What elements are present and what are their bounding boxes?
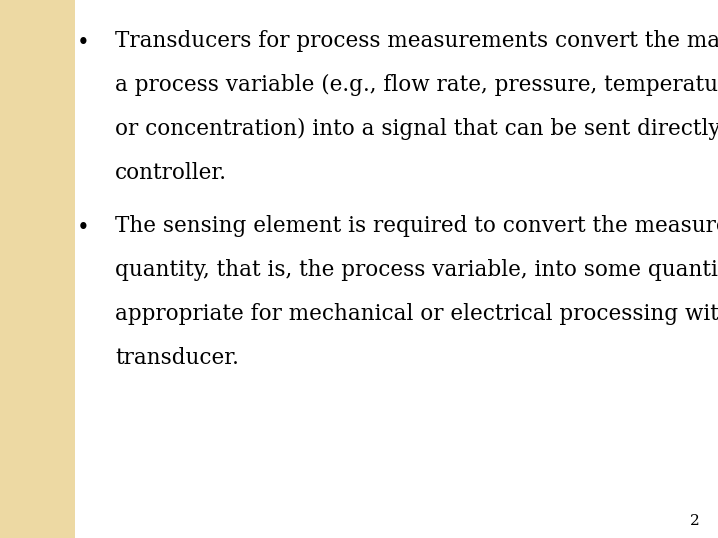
Text: •: •	[77, 32, 89, 54]
Text: quantity, that is, the process variable, into some quantity more: quantity, that is, the process variable,…	[115, 259, 718, 281]
Text: Transducers for process measurements convert the magnitude of: Transducers for process measurements con…	[115, 30, 718, 52]
Text: 2: 2	[690, 514, 700, 528]
Text: a process variable (e.g., flow rate, pressure, temperature, level,: a process variable (e.g., flow rate, pre…	[115, 74, 718, 96]
Text: appropriate for mechanical or electrical processing within the: appropriate for mechanical or electrical…	[115, 303, 718, 325]
Text: •: •	[77, 217, 89, 239]
Text: transducer.: transducer.	[115, 347, 239, 369]
Text: The sensing element is required to convert the measured: The sensing element is required to conve…	[115, 215, 718, 237]
Text: or concentration) into a signal that can be sent directly to the: or concentration) into a signal that can…	[115, 118, 718, 140]
Bar	[0, 0, 75, 538]
Text: controller.: controller.	[115, 162, 227, 184]
